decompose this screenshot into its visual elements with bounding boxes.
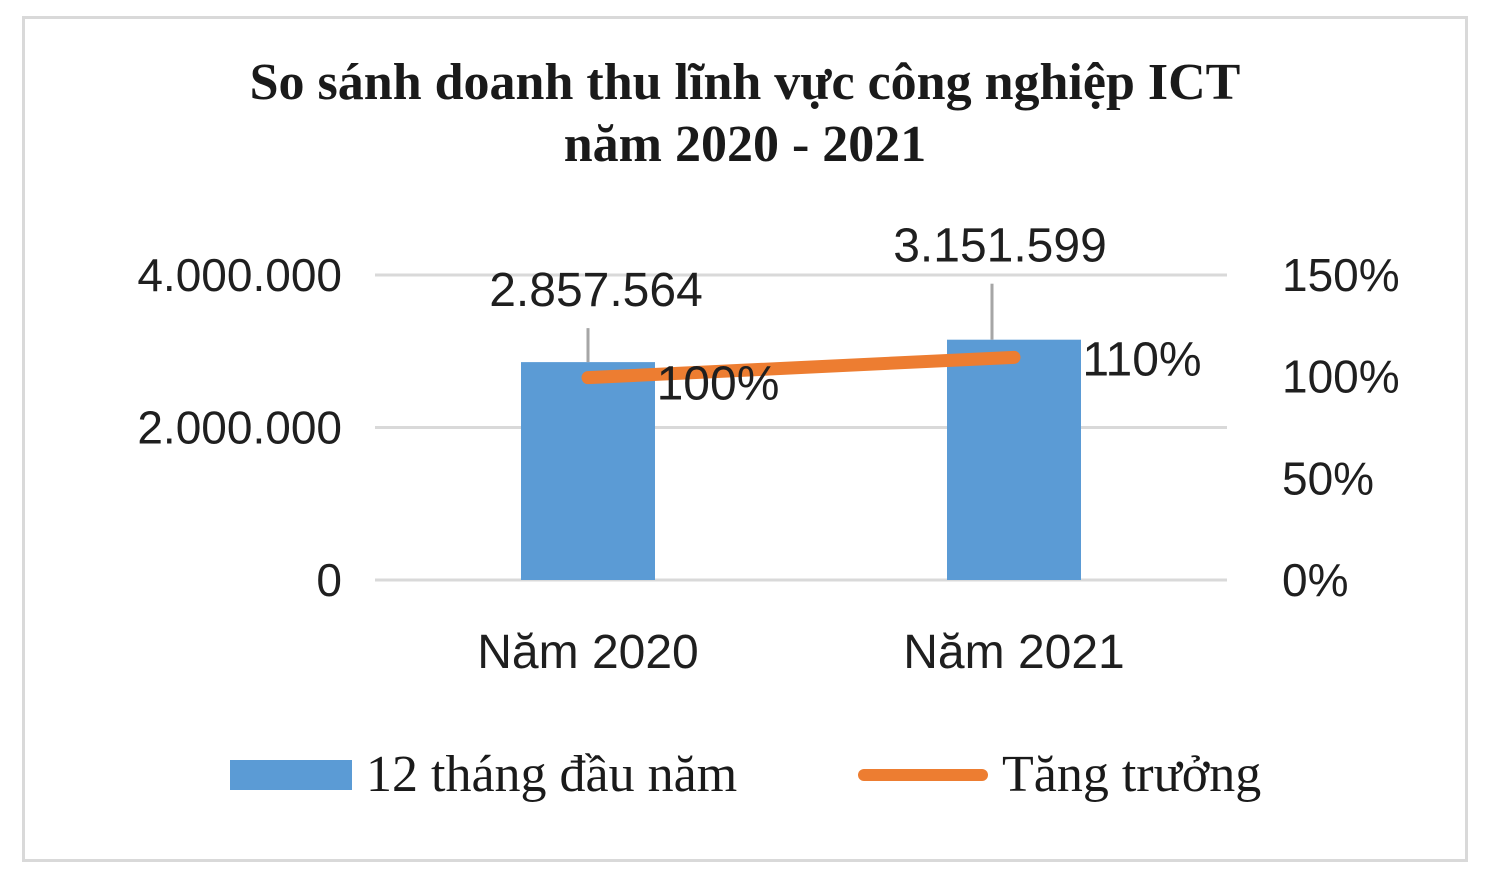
x-category-label: Năm 2020 [477,626,698,679]
bar-data-label: 2.857.564 [489,264,703,317]
legend-item-line: Tăng trưởng [858,745,1261,804]
chart-frame [22,16,1468,862]
y-right-tick-label: 0% [1282,554,1348,606]
y-left-tick-label: 4.000.000 [137,249,342,301]
bar [521,362,655,580]
y-right-tick-label: 150% [1282,249,1400,301]
legend-swatch-bar [230,759,352,790]
chart-title-line-1: So sánh doanh thu lĩnh vực công nghiệp I… [249,54,1241,111]
y-left-tick-label: 2.000.000 [137,402,342,454]
y-right-tick-label: 100% [1282,351,1400,403]
y-right-tick-label: 50% [1282,452,1374,504]
line-data-label: 100% [657,358,780,411]
legend-label-line: Tăng trưởng [1002,746,1262,803]
chart-title-line-2: năm 2020 - 2021 [563,116,927,173]
legend-label-bars: 12 tháng đầu năm [366,746,738,803]
bar-data-label: 3.151.599 [893,220,1107,273]
x-category-label: Năm 2021 [903,626,1124,679]
chart-legend: 12 tháng đầu năm Tăng trưởng [0,745,1490,809]
chart-title: So sánh doanh thu lĩnh vực công nghiệp I… [0,52,1490,176]
legend-swatch-line [858,768,988,781]
y-left-tick-label: 0 [316,554,342,606]
growth-line [581,350,1021,385]
line-data-label: 110% [1082,333,1201,386]
bar [947,339,1081,580]
legend-item-bars: 12 tháng đầu năm [230,745,737,804]
